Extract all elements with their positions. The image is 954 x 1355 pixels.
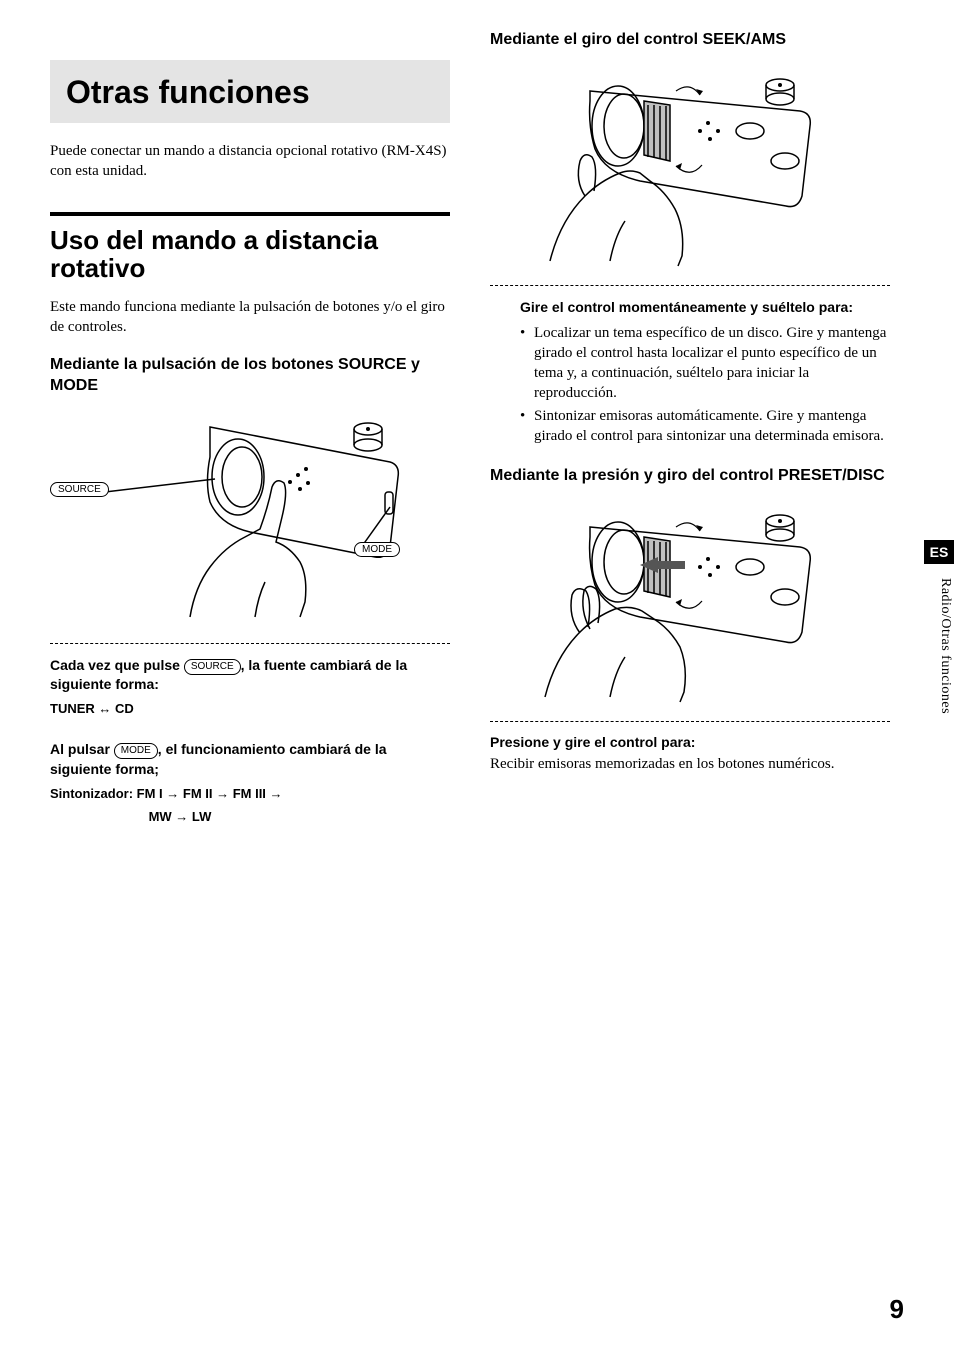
source-label-callout: SOURCE (50, 482, 109, 497)
seek-list: Localizar un tema específico de un disco… (520, 323, 890, 447)
mode-capsule: MODE (114, 743, 158, 759)
sequence-tuner-cd: TUNER ↔ CD (50, 699, 450, 719)
intro-text: Puede conectar un mando a distancia opci… (50, 141, 450, 182)
subsection-source-mode-title: Mediante la pulsación de los botones SOU… (50, 355, 450, 397)
seek-bullet-1: Localizar un tema específico de un disco… (520, 323, 890, 404)
side-tab: ES Radio/Otras funciones (924, 540, 954, 714)
section-body: Este mando funciona mediante la pulsació… (50, 297, 450, 338)
subsection-preset-title: Mediante la presión y giro del control P… (490, 466, 890, 487)
subsection-seek-title: Mediante el giro del control SEEK/AMS (490, 30, 890, 51)
dashed-divider-3 (490, 721, 890, 722)
section-vertical-label: Radio/Otras funciones (924, 574, 954, 714)
gire-heading: Gire el control momentáneamente y suélte… (520, 298, 890, 317)
instr-mode-text-a: Al pulsar (50, 741, 114, 757)
presione-heading: Presione y gire el control para: (490, 734, 890, 750)
source-capsule: SOURCE (184, 659, 241, 675)
instruction-mode: Al pulsar MODE, el funcionamiento cambia… (50, 740, 450, 826)
dashed-divider (50, 643, 450, 644)
instruction-source: Cada vez que pulse SOURCE, la fuente cam… (50, 656, 450, 719)
title-box: Otras funciones (50, 60, 450, 123)
sequence-fm-line1: Sintonizador: FM I → FM II → FM III → (50, 784, 450, 804)
diagram-seek (490, 61, 890, 271)
main-title: Otras funciones (66, 74, 434, 111)
divider (50, 212, 450, 216)
page-number: 9 (890, 1294, 904, 1325)
sequence-fm-line2: MW → LW (50, 807, 310, 827)
presione-body: Recibir emisoras memorizadas en los boto… (490, 754, 890, 774)
language-badge: ES (924, 540, 954, 564)
dashed-divider-2 (490, 285, 890, 286)
diagram-source-mode: SOURCE MODE (50, 407, 450, 627)
mode-label-callout: MODE (354, 542, 400, 557)
instr-source-text-a: Cada vez que pulse (50, 657, 184, 673)
seek-bullet-2: Sintonizar emisoras automáticamente. Gir… (520, 406, 890, 447)
section-title: Uso del mando a distancia rotativo (50, 226, 450, 283)
diagram-preset (490, 497, 890, 707)
